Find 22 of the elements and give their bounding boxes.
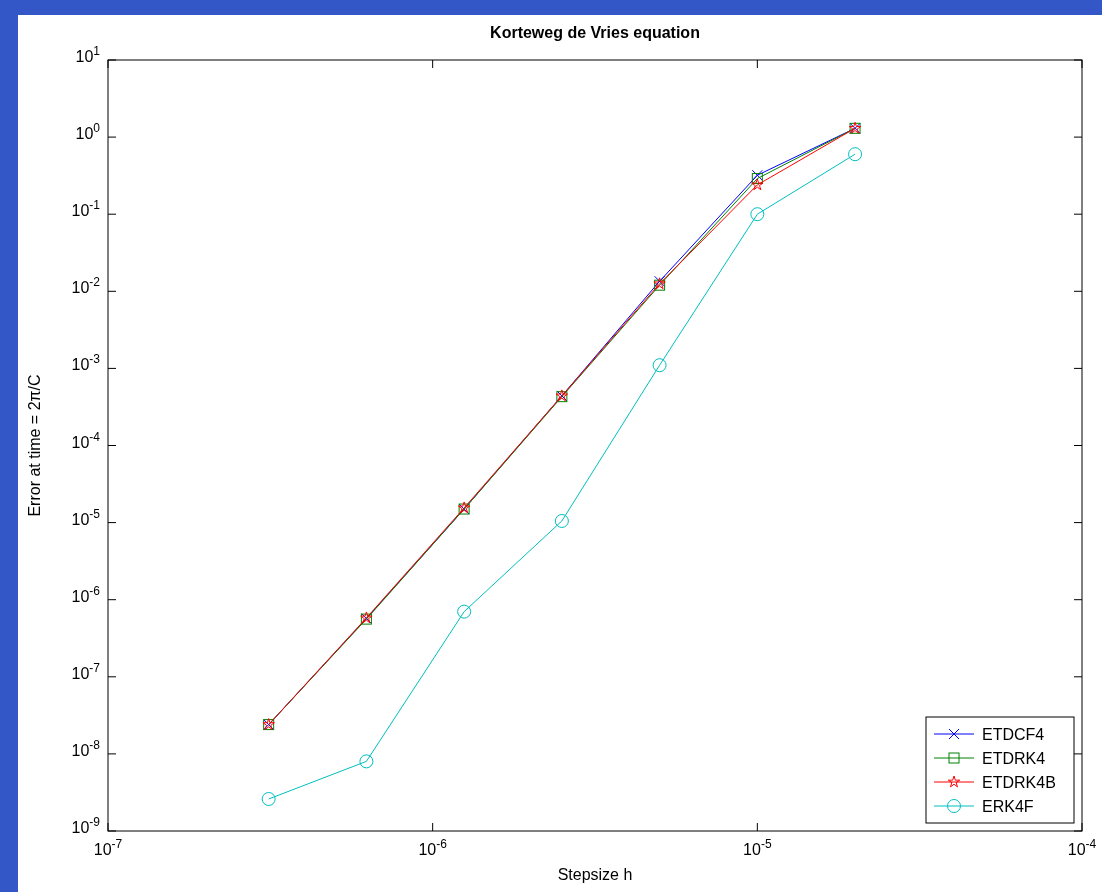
- y-tick-label: 10$^{-4}$: [71, 429, 101, 451]
- y-tick-label: 10$^{-3}$: [71, 352, 101, 374]
- y-tick-label: 10$^{-9}$: [71, 815, 101, 836]
- x-tick-label: 10$^{-7}$: [93, 837, 123, 858]
- y-tick-label: 10$^{-8}$: [71, 737, 101, 759]
- legend-label: ETDRK4B: [982, 774, 1056, 791]
- y-tick-label: 10$^{-5}$: [71, 506, 101, 528]
- y-tick-label: 10$^{-7}$: [71, 660, 101, 682]
- y-tick-label: 10$^{-2}$: [71, 275, 101, 297]
- legend-label: ERK4F: [982, 798, 1034, 815]
- x-axis-title: Stepsize h: [557, 866, 633, 883]
- x-tick-label: 10$^{-4}$: [1067, 837, 1097, 858]
- legend-label: ETDRK4: [982, 750, 1046, 767]
- y-axis-title: Error at time = 2π/C: [26, 374, 43, 517]
- legend-label: ETDCF4: [982, 726, 1045, 743]
- y-tick-label: 10$^{0}$: [75, 121, 101, 143]
- chart-title: Korteweg de Vries equation: [490, 24, 700, 41]
- y-tick-label: 10$^{1}$: [75, 44, 101, 65]
- x-tick-label: 10$^{-6}$: [418, 837, 448, 858]
- y-tick-label: 10$^{-1}$: [71, 198, 101, 220]
- y-tick-label: 10$^{-6}$: [71, 583, 101, 605]
- x-tick-label: 10$^{-5}$: [743, 837, 772, 858]
